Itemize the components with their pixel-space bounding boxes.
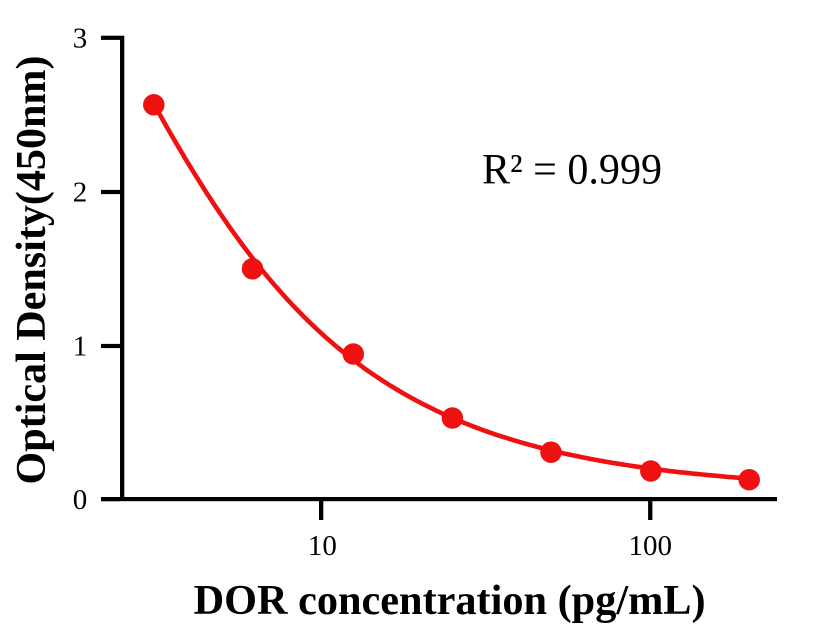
svg-text:10: 10 (308, 530, 337, 562)
svg-text:2: 2 (73, 177, 88, 209)
svg-text:3: 3 (73, 23, 88, 55)
svg-text:DOR concentration (pg/mL): DOR concentration (pg/mL) (194, 578, 706, 624)
svg-text:100: 100 (628, 530, 672, 562)
svg-text:0: 0 (73, 484, 88, 516)
svg-text:R² = 0.999: R² = 0.999 (482, 147, 662, 194)
svg-text:Optical Density(450nm): Optical Density(450nm) (9, 56, 55, 485)
svg-text:1: 1 (73, 331, 88, 363)
